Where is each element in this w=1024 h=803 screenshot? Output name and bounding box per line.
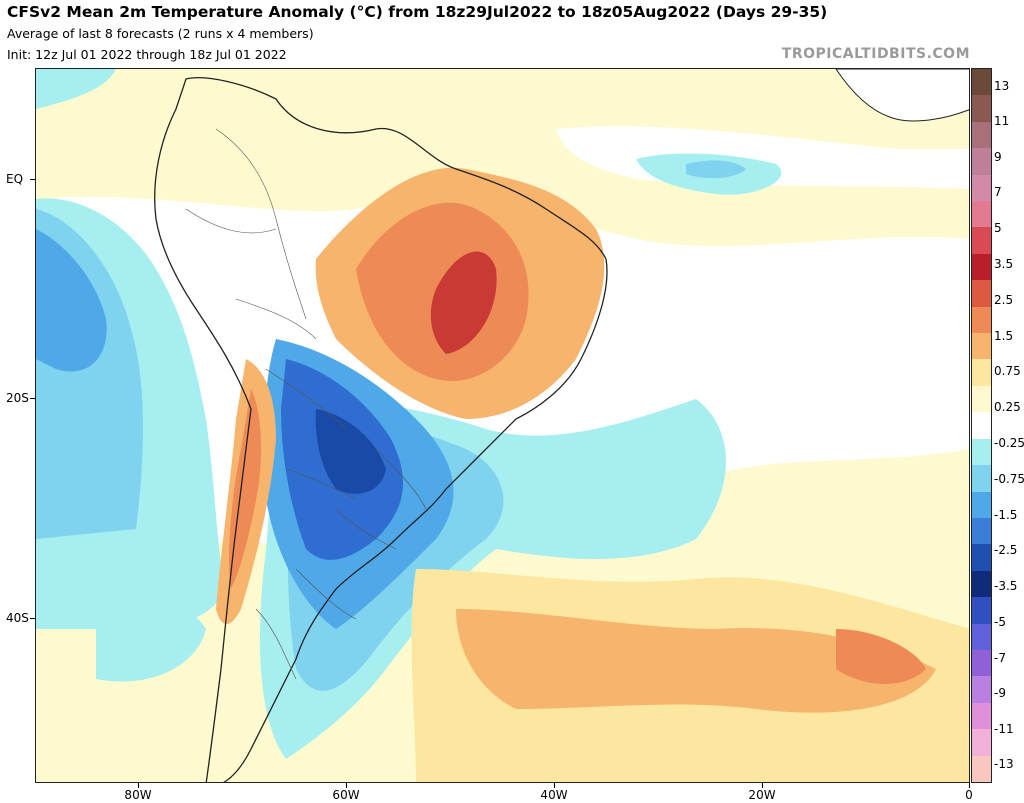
colorbar-segment (972, 755, 991, 783)
colorbar-segment (972, 385, 991, 413)
lon-tick-40w (554, 783, 555, 788)
lat-tick-eq (30, 179, 35, 180)
colorbar-segment (972, 201, 991, 228)
lon-label-0: 0 (965, 788, 973, 802)
brand-watermark: TROPICALTIDBITS.COM (781, 46, 970, 62)
colorbar-segment (972, 702, 991, 730)
southern-warm-peak (836, 629, 926, 684)
colorbar-label: -7 (994, 651, 1006, 665)
colorbar-label: 0.75 (994, 364, 1021, 378)
colorbar-label: -3.5 (994, 579, 1018, 593)
colorbar-segment (972, 623, 991, 651)
colorbar-label: -13 (994, 757, 1014, 771)
colorbar-segment (972, 517, 991, 545)
lon-label-20w: 20W (748, 788, 776, 802)
lat-label-40s: 40S (6, 611, 29, 625)
colorbar-segment (972, 69, 991, 96)
colorbar-label: -0.25 (994, 436, 1024, 450)
colorbar-label: 9 (994, 150, 1002, 164)
brazil-strong-warm (430, 251, 497, 354)
colorbar-segment (972, 306, 991, 334)
colorbar-segment (972, 544, 991, 572)
pacific-cool-south (96, 586, 206, 682)
colorbar-segment (972, 649, 991, 677)
colorbar-segment (972, 95, 991, 123)
lon-tick-60w (346, 783, 347, 788)
map-title: CFSv2 Mean 2m Temperature Anomaly (°C) f… (7, 3, 828, 21)
atlantic-cool-core (686, 160, 746, 179)
pacific-cold-spot (36, 229, 107, 372)
colorbar-segment (972, 676, 991, 704)
lon-label-40w: 40W (540, 788, 568, 802)
colorbar-segment (972, 491, 991, 519)
colorbar-segment (972, 438, 991, 466)
init-time: Init: 12z Jul 01 2022 through 18z Jul 01… (7, 47, 287, 62)
colorbar-segment (972, 570, 991, 598)
colorbar-label: -11 (994, 722, 1014, 736)
colorbar-label: 7 (994, 185, 1002, 199)
colorbar-segment (972, 227, 991, 255)
colorbar (971, 68, 992, 783)
lat-tick-20s (30, 398, 35, 399)
colorbar-segment (972, 359, 991, 387)
andes-warm-core (229, 389, 262, 589)
anomaly-map[interactable] (35, 68, 970, 783)
colorbar-segment (972, 148, 991, 176)
map-subtitle: Average of last 8 forecasts (2 runs x 4 … (7, 26, 314, 41)
colorbar-segment (972, 280, 991, 308)
colorbar-label: -9 (994, 686, 1006, 700)
map-canvas (36, 69, 969, 782)
southern-warm-core (456, 609, 936, 713)
colorbar-segment (972, 597, 991, 625)
colorbar-label: 13 (994, 79, 1010, 93)
colorbar-label: 2.5 (994, 293, 1014, 307)
lon-label-60w: 60W (332, 788, 360, 802)
colorbar-segment (972, 729, 991, 757)
colorbar-label: -0.75 (994, 472, 1024, 486)
colorbar-label: 0.25 (994, 400, 1021, 414)
colorbar-label: -1.5 (994, 508, 1018, 522)
lon-tick-80w (138, 783, 139, 788)
lat-tick-40s (30, 618, 35, 619)
colorbar-segment (972, 253, 991, 281)
colorbar-segment (972, 412, 991, 440)
country-borders (185, 128, 427, 680)
extreme-cold-core (315, 409, 386, 494)
colorbar-segment (972, 174, 991, 202)
colorbar-label: 1.5 (994, 329, 1014, 343)
colorbar-label: -2.5 (994, 543, 1018, 557)
lon-tick-0 (969, 783, 970, 788)
pacific-cool-north (36, 69, 116, 109)
colorbar-label: 3.5 (994, 257, 1014, 271)
colorbar-segment (972, 333, 991, 360)
africa-outline (835, 69, 969, 122)
south-america-outline (154, 77, 608, 782)
colorbar-segment (972, 465, 991, 493)
colorbar-label: -5 (994, 615, 1006, 629)
lat-label-20s: 20S (6, 391, 29, 405)
lon-label-80w: 80W (124, 788, 152, 802)
colorbar-segment (972, 121, 991, 149)
lat-label-eq: EQ (6, 172, 24, 186)
colorbar-label: 11 (994, 114, 1010, 128)
colorbar-label: 5 (994, 221, 1002, 235)
lon-tick-20w (762, 783, 763, 788)
